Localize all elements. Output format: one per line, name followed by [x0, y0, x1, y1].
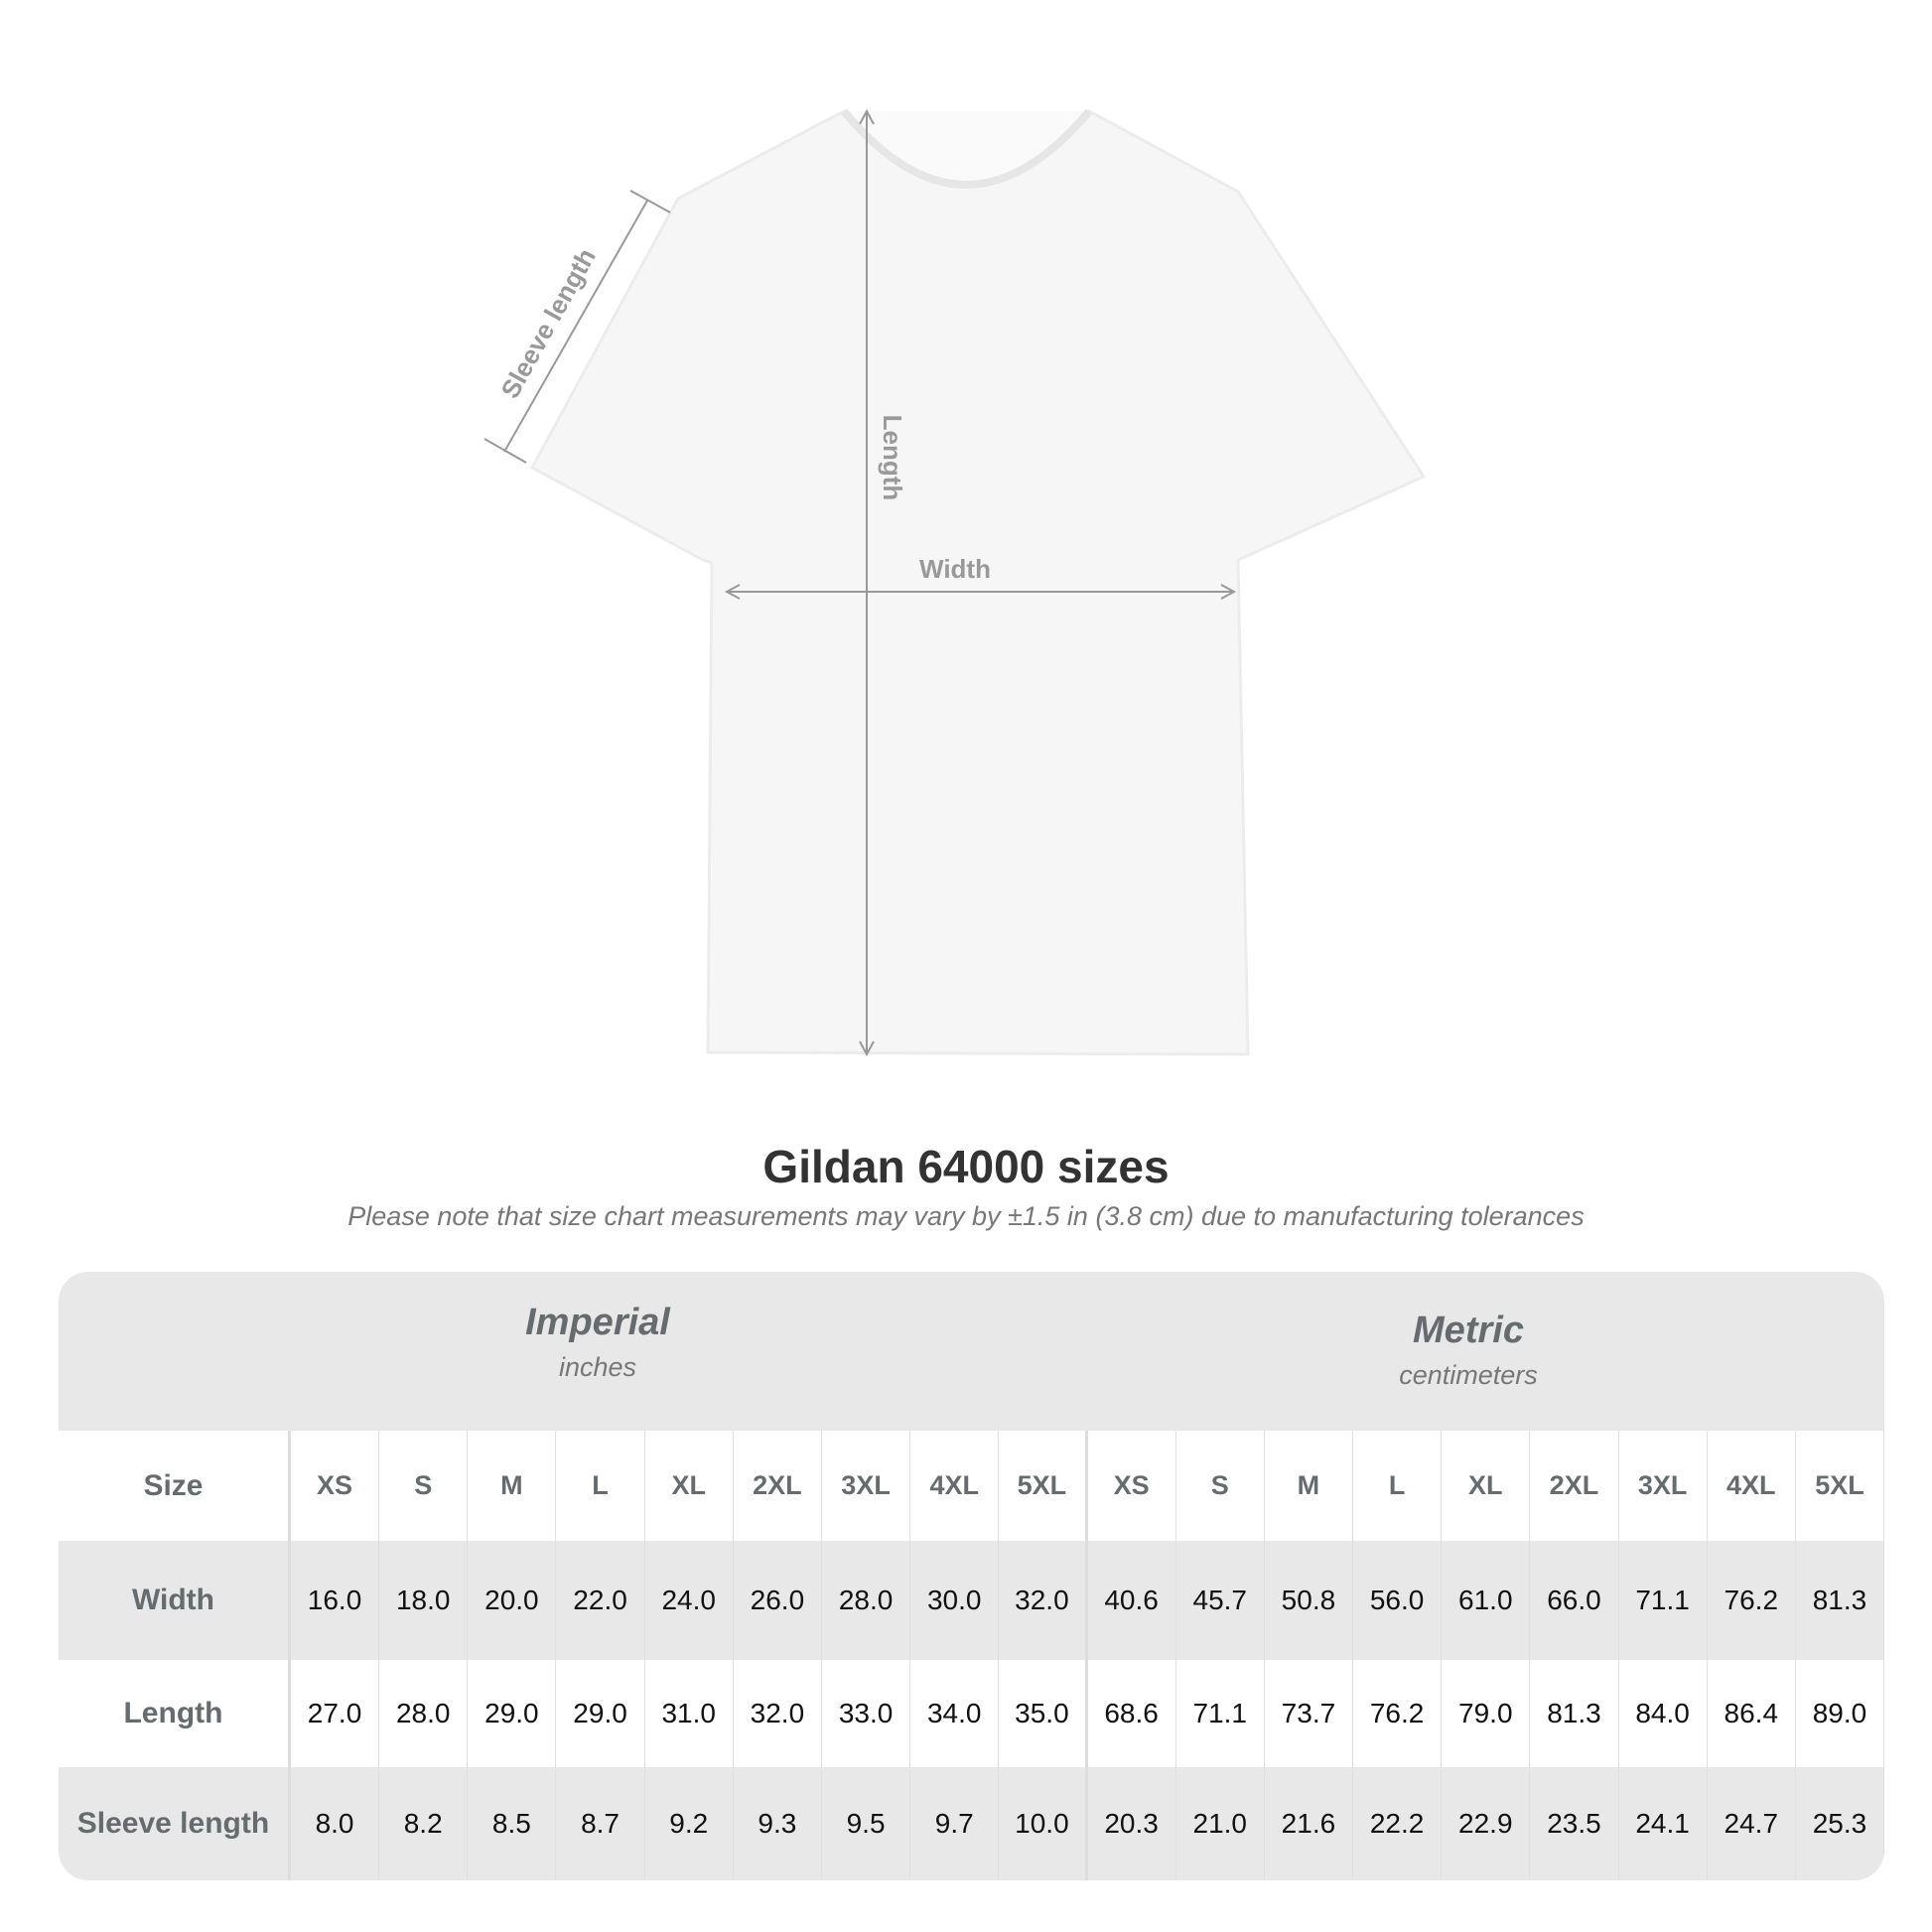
- imperial-size-header: 2XL: [734, 1431, 822, 1541]
- imperial-cell: 28.0: [822, 1541, 911, 1660]
- metric-cell: 86.4: [1708, 1660, 1796, 1767]
- imperial-unit: inches: [558, 1352, 637, 1382]
- metric-cell: 50.8: [1265, 1541, 1354, 1660]
- metric-cell: 89.0: [1796, 1660, 1884, 1767]
- imperial-size-header: 5XL: [999, 1431, 1088, 1541]
- imperial-cell: 9.7: [910, 1767, 1000, 1880]
- metric-cell: 84.0: [1619, 1660, 1708, 1767]
- imperial-cell: 22.0: [556, 1541, 645, 1660]
- imperial-size-header: L: [556, 1431, 645, 1541]
- imperial-size-header: M: [468, 1431, 557, 1541]
- metric-cell: 71.1: [1176, 1660, 1265, 1767]
- chart-title: Gildan 64000 sizes: [762, 1141, 1170, 1192]
- metric-cell: 25.3: [1796, 1767, 1884, 1880]
- imperial-cell: 16.0: [291, 1541, 380, 1660]
- measure-lines: [483, 108, 1237, 1057]
- metric-header: Metric centimeters: [1171, 1310, 1766, 1391]
- imperial-cell: 29.0: [556, 1660, 645, 1767]
- imperial-cell: 8.2: [379, 1767, 469, 1880]
- metric-size-header: M: [1265, 1431, 1354, 1541]
- metric-size-header: 2XL: [1530, 1431, 1619, 1541]
- metric-title: Metric: [1413, 1310, 1524, 1351]
- metric-size-header: 3XL: [1619, 1431, 1708, 1541]
- imperial-cell: 26.0: [734, 1541, 822, 1660]
- row-label: Size: [59, 1431, 291, 1541]
- metric-cell: 79.0: [1442, 1660, 1531, 1767]
- metric-cell: 71.1: [1619, 1541, 1708, 1660]
- table-row: Width 16.0 18.0 20.0 22.0 24.0 26.0 28.0 30.0 32.…: [59, 1541, 1884, 1660]
- row-label: Sleeve length: [59, 1767, 291, 1880]
- imperial-cell: 30.0: [910, 1541, 1000, 1660]
- tolerance-note: Please note that size chart measurements…: [347, 1201, 1585, 1231]
- metric-size-header: 5XL: [1796, 1431, 1884, 1541]
- metric-cell: 56.0: [1353, 1541, 1443, 1660]
- imperial-cell: 10.0: [999, 1767, 1088, 1880]
- size-table: Imperial inches Metric centimeters Size X…: [59, 1272, 1884, 1880]
- row-label: Width: [59, 1541, 291, 1660]
- imperial-cell: 9.5: [822, 1767, 911, 1880]
- table-header: Imperial inches Metric centimeters: [59, 1272, 1884, 1431]
- imperial-cell: 8.0: [291, 1767, 380, 1880]
- imperial-cell: 9.3: [734, 1767, 822, 1880]
- imperial-size-header: XS: [291, 1431, 380, 1541]
- row-label: Length: [59, 1660, 291, 1767]
- width-label: Width: [919, 554, 991, 584]
- metric-unit: centimeters: [1399, 1360, 1538, 1390]
- length-label: Length: [878, 415, 907, 501]
- metric-cell: 81.3: [1796, 1541, 1884, 1660]
- imperial-cell: 18.0: [379, 1541, 469, 1660]
- metric-cell: 76.2: [1708, 1541, 1796, 1660]
- imperial-cell: 9.2: [645, 1767, 734, 1880]
- metric-cell: 61.0: [1442, 1541, 1531, 1660]
- imperial-cell: 31.0: [645, 1660, 734, 1767]
- metric-cell: 40.6: [1088, 1541, 1176, 1660]
- metric-cell: 45.7: [1176, 1541, 1265, 1660]
- metric-size-header: 4XL: [1708, 1431, 1796, 1541]
- metric-cell: 23.5: [1530, 1767, 1619, 1880]
- sleeve-line: [503, 200, 648, 453]
- imperial-size-header: XL: [645, 1431, 734, 1541]
- metric-cell: 22.2: [1353, 1767, 1443, 1880]
- metric-cell: 24.7: [1708, 1767, 1796, 1880]
- tshirt-diagram: Length Width Sleeve length: [483, 108, 1427, 1057]
- imperial-cell: 29.0: [468, 1660, 557, 1767]
- imperial-cell: 20.0: [468, 1541, 557, 1660]
- metric-cell: 21.0: [1176, 1767, 1265, 1880]
- size-header-row: Size XS S M L XL 2XL 3XL 4XL 5XL XS S M L XL 2XL 3XL 4XL 5…: [59, 1431, 1884, 1541]
- table-row: Length 27.0 28.0 29.0 29.0 31.0 32.0 33.0 34.0 35…: [59, 1660, 1884, 1767]
- imperial-cell: 32.0: [999, 1541, 1088, 1660]
- imperial-cell: 24.0: [645, 1541, 734, 1660]
- imperial-size-header: 3XL: [822, 1431, 911, 1541]
- imperial-cell: 34.0: [910, 1660, 1000, 1767]
- imperial-cell: 28.0: [379, 1660, 469, 1767]
- metric-cell: 21.6: [1265, 1767, 1354, 1880]
- metric-size-header: XS: [1088, 1431, 1176, 1541]
- imperial-size-header: 4XL: [910, 1431, 1000, 1541]
- metric-cell: 81.3: [1530, 1660, 1619, 1767]
- table-row: Sleeve length 8.0 8.2 8.5 8.7 9.2 9.3 9.5 9.7 10.…: [59, 1767, 1884, 1880]
- metric-size-header: L: [1353, 1431, 1443, 1541]
- metric-cell: 68.6: [1088, 1660, 1176, 1767]
- imperial-cell: 27.0: [291, 1660, 380, 1767]
- tshirt-collar: [840, 108, 1093, 189]
- metric-size-header: S: [1176, 1431, 1265, 1541]
- imperial-header: Imperial inches: [300, 1302, 896, 1383]
- metric-cell: 24.1: [1619, 1767, 1708, 1880]
- imperial-cell: 32.0: [734, 1660, 822, 1767]
- imperial-cell: 8.5: [468, 1767, 557, 1880]
- metric-cell: 73.7: [1265, 1660, 1354, 1767]
- imperial-title: Imperial: [525, 1302, 670, 1343]
- imperial-size-header: S: [379, 1431, 469, 1541]
- metric-size-header: XL: [1442, 1431, 1531, 1541]
- metric-cell: 20.3: [1088, 1767, 1176, 1880]
- metric-cell: 66.0: [1530, 1541, 1619, 1660]
- metric-cell: 76.2: [1353, 1660, 1443, 1767]
- imperial-cell: 35.0: [999, 1660, 1088, 1767]
- metric-cell: 22.9: [1442, 1767, 1531, 1880]
- imperial-cell: 33.0: [822, 1660, 911, 1767]
- imperial-cell: 8.7: [556, 1767, 645, 1880]
